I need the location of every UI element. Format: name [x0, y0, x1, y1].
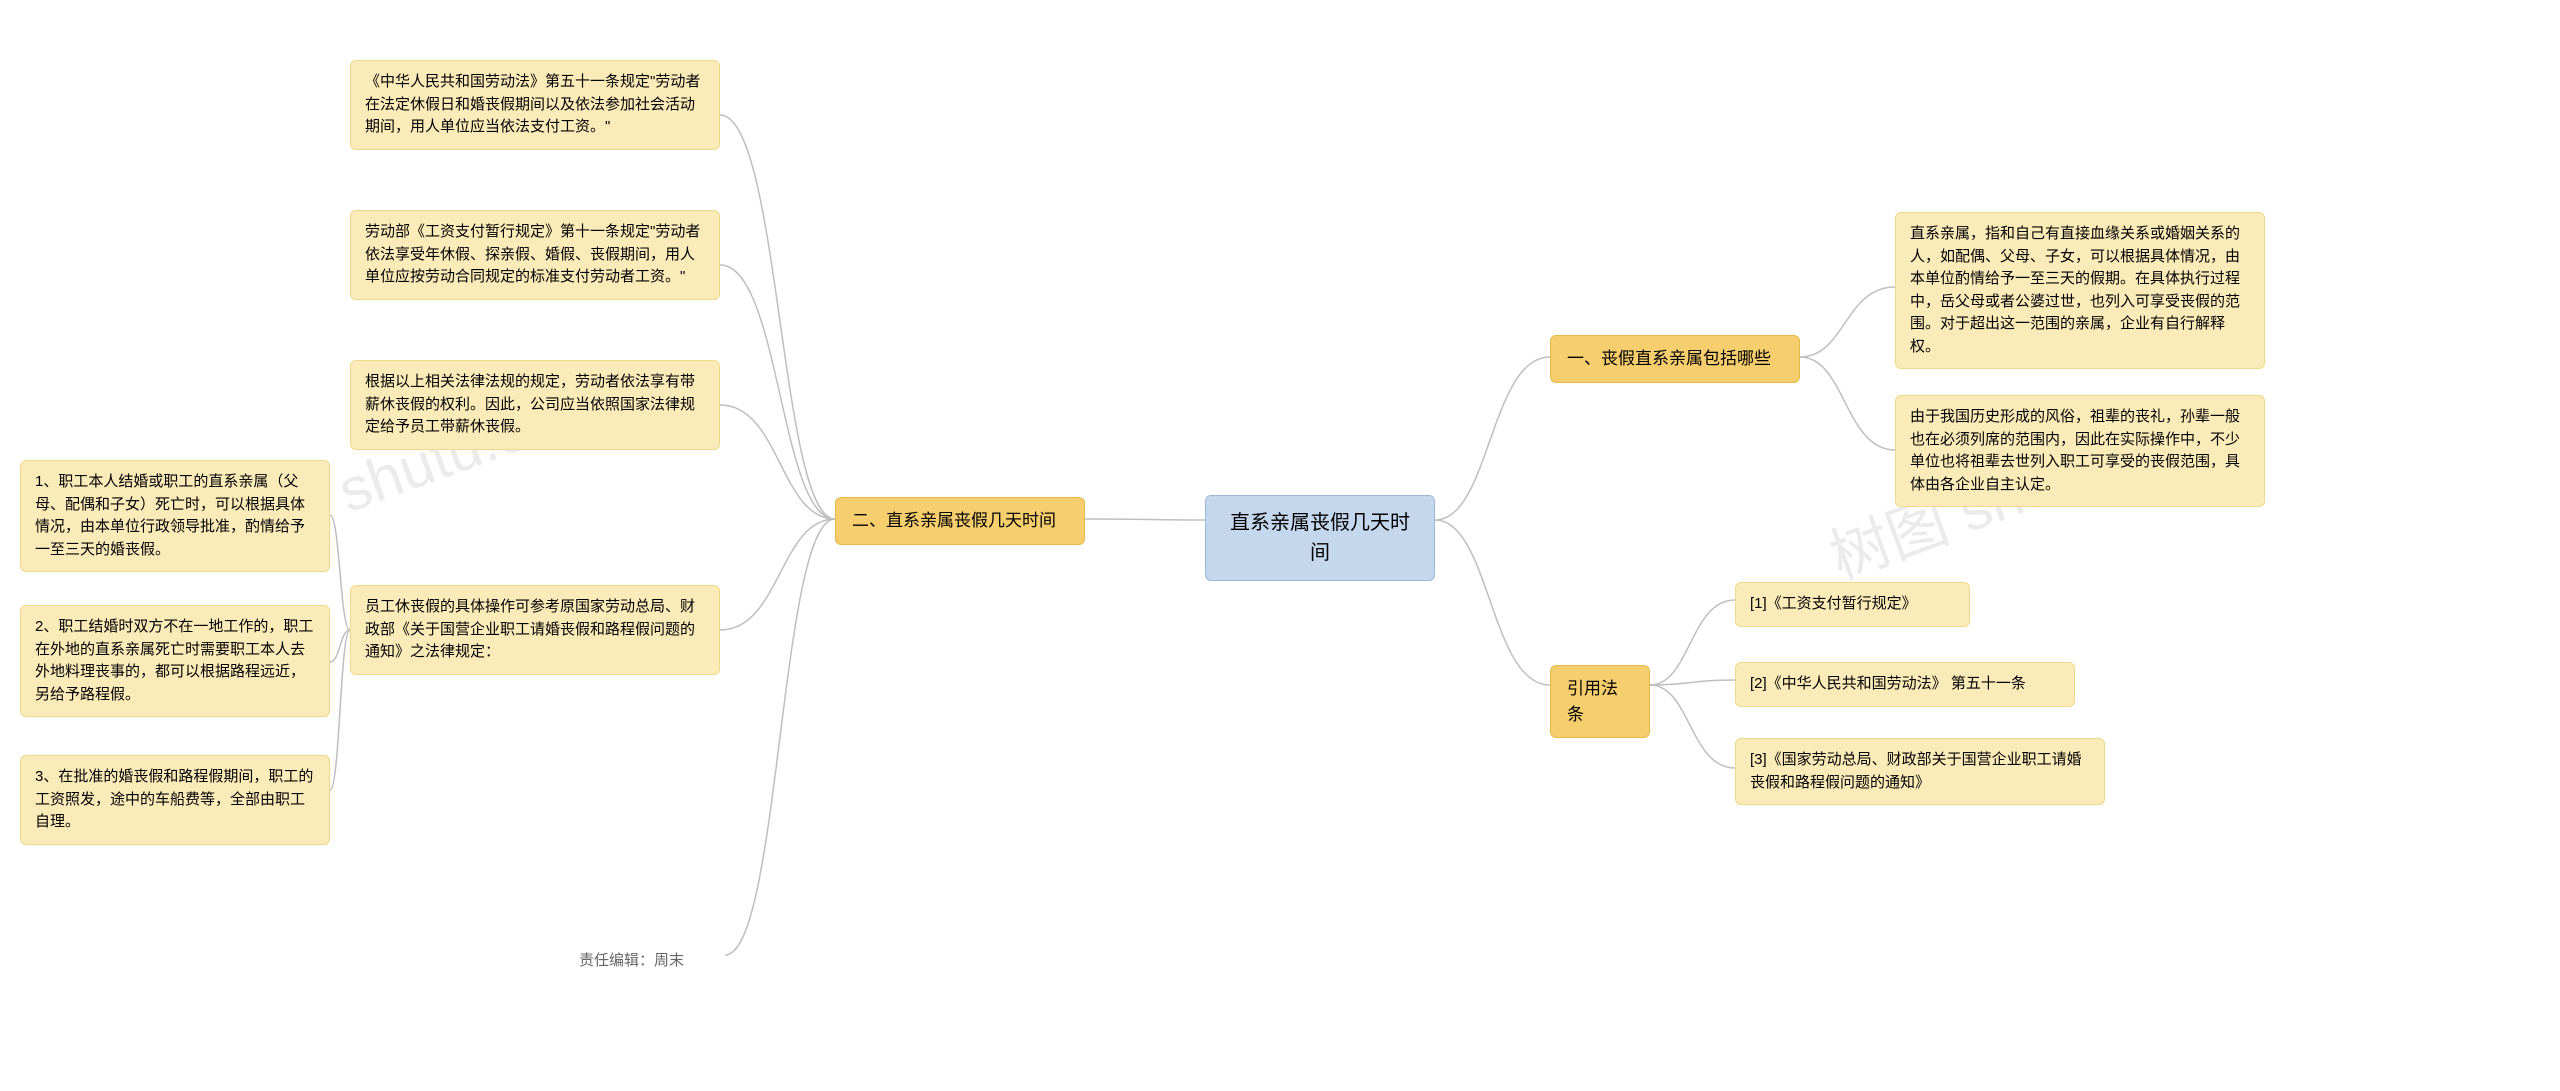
branch-2[interactable]: 二、直系亲属丧假几天时间 — [835, 497, 1085, 545]
leaf-b2-1[interactable]: 《中华人民共和国劳动法》第五十一条规定"劳动者在法定休假日和婚丧假期间以及依法参… — [350, 60, 720, 150]
leaf-b2-2[interactable]: 劳动部《工资支付暂行规定》第十一条规定"劳动者依法享受年休假、探亲假、婚假、丧假… — [350, 210, 720, 300]
leaf-b3-1[interactable]: [1]《工资支付暂行规定》 — [1735, 582, 1970, 627]
branch-3[interactable]: 引用法条 — [1550, 665, 1650, 738]
branch-1[interactable]: 一、丧假直系亲属包括哪些 — [1550, 335, 1800, 383]
leaf-b1-1[interactable]: 直系亲属，指和自己有直接血缘关系或婚姻关系的人，如配偶、父母、子女，可以根据具体… — [1895, 212, 2265, 369]
leaf-b2-4-sub2[interactable]: 2、职工结婚时双方不在一地工作的，职工在外地的直系亲属死亡时需要职工本人去外地料… — [20, 605, 330, 717]
leaf-b1-2[interactable]: 由于我国历史形成的风俗，祖辈的丧礼，孙辈一般也在必须列席的范围内，因此在实际操作… — [1895, 395, 2265, 507]
leaf-b2-4[interactable]: 员工休丧假的具体操作可参考原国家劳动总局、财政部《关于国营企业职工请婚丧假和路程… — [350, 585, 720, 675]
leaf-b2-3[interactable]: 根据以上相关法律法规的规定，劳动者依法享有带薪休丧假的权利。因此，公司应当依照国… — [350, 360, 720, 450]
root-node[interactable]: 直系亲属丧假几天时间 — [1205, 495, 1435, 581]
leaf-b3-3[interactable]: [3]《国家劳动总局、财政部关于国营企业职工请婚丧假和路程假问题的通知》 — [1735, 738, 2105, 805]
leaf-b3-2[interactable]: [2]《中华人民共和国劳动法》 第五十一条 — [1735, 662, 2075, 707]
leaf-b2-4-sub1[interactable]: 1、职工本人结婚或职工的直系亲属（父母、配偶和子女）死亡时，可以根据具体情况，由… — [20, 460, 330, 572]
leaf-b2-5: 责任编辑：周末 — [565, 940, 725, 983]
leaf-b2-4-sub3[interactable]: 3、在批准的婚丧假和路程假期间，职工的工资照发，途中的车船费等，全部由职工自理。 — [20, 755, 330, 845]
